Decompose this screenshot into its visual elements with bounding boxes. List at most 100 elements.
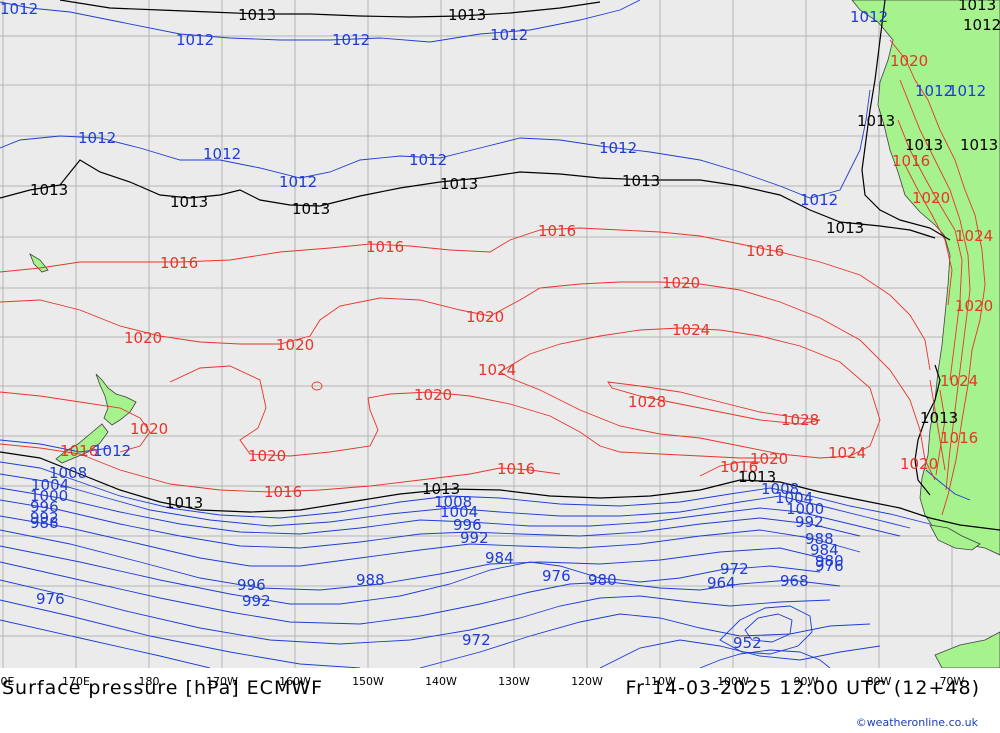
label-1020: 1020: [890, 52, 928, 70]
longitude-label: 140W: [425, 675, 457, 688]
longitude-label: 150W: [352, 675, 384, 688]
longitude-label: 60E: [0, 675, 15, 688]
label-996: 996: [453, 516, 482, 534]
isobar-1013-chile: [914, 364, 941, 496]
label-1020: 1020: [276, 336, 314, 354]
label-952: 952: [733, 634, 762, 652]
label-976: 976: [542, 567, 571, 585]
isobar-1020-loop: [169, 365, 780, 459]
label-1008: 1008: [761, 480, 799, 498]
isobar-1000: [0, 487, 901, 537]
isobar-1012-north-top: [0, 0, 641, 43]
longitude-label: 90W: [793, 675, 819, 688]
label-1013: 1013: [422, 480, 460, 498]
label-996: 996: [237, 576, 266, 594]
label-1012: 1012: [0, 0, 38, 18]
label-1012: 1012: [599, 139, 637, 157]
isobar-1013-south: [0, 451, 1000, 531]
label-992: 992: [795, 513, 824, 531]
isobar-1013-north-coast: [861, 0, 951, 241]
label-1000: 1000: [30, 487, 68, 505]
label-1012: 1012: [490, 26, 528, 44]
longitude-label: 120W: [571, 675, 603, 688]
label-1016: 1016: [160, 254, 198, 272]
label-1012: 1012: [78, 129, 116, 147]
label-1016: 1016: [497, 460, 535, 478]
label-1013: 1013: [170, 193, 208, 211]
label-992: 992: [242, 592, 271, 610]
label-1016: 1016: [892, 152, 930, 170]
longitude-label: 170W: [206, 675, 238, 688]
label-1016: 1016: [60, 442, 98, 460]
label-1024: 1024: [478, 361, 516, 379]
label-1008: 1008: [434, 493, 472, 511]
isobar-972: [0, 599, 361, 668]
label-996: 996: [30, 498, 59, 516]
isobars-high-pressure: [0, 227, 946, 493]
label-1024: 1024: [955, 227, 993, 245]
label-1004: 1004: [775, 489, 813, 507]
label-972: 972: [462, 631, 491, 649]
new-zealand-north-island: [95, 373, 137, 426]
label-1004: 1004: [31, 476, 69, 494]
label-1012: 1012: [279, 173, 317, 191]
label-968: 968: [780, 572, 809, 590]
isobar-988: [0, 529, 831, 591]
label-988: 988: [356, 571, 385, 589]
label-1016: 1016: [366, 238, 404, 256]
label-1012: 1012: [203, 145, 241, 163]
isobars-low-pressure: [0, 0, 971, 668]
isobar-1012-north: [0, 89, 871, 199]
isobar-980: [0, 561, 841, 625]
label-1013: 1013: [905, 136, 943, 154]
label-1012: 1012: [948, 82, 986, 100]
isobar-1028: [607, 381, 821, 425]
isobar-1016-chile: [929, 379, 946, 471]
credit-link[interactable]: ©weatheronline.co.uk: [855, 716, 978, 729]
antarctic-peninsula: [934, 631, 1000, 668]
isobar-labels-south: 1013 1013 1013 1013 1012 1008 1008 1008 …: [30, 409, 958, 652]
longitude-label: 80W: [866, 675, 892, 688]
label-1013: 1013: [920, 409, 958, 427]
label-1012: 1012: [850, 8, 888, 26]
longitude-label: 170E: [62, 675, 90, 688]
label-1012: 1012: [332, 31, 370, 49]
isobar-1020-west: [0, 281, 936, 481]
ocean-background: [0, 0, 1000, 668]
tierra-del-fuego: [929, 524, 981, 551]
label-1004: 1004: [440, 503, 478, 521]
label-1016: 1016: [720, 458, 758, 476]
label-1020: 1020: [124, 329, 162, 347]
isobar-labels-north: 1012 1012 1012 1012 1012 1012 1012 1012 …: [0, 0, 1000, 237]
longitude-label: 100W: [717, 675, 749, 688]
label-1000: 1000: [786, 500, 824, 518]
label-980: 980: [588, 571, 617, 589]
label-992: 992: [30, 509, 59, 527]
longitude-label: 160W: [279, 675, 311, 688]
label-1013: 1013: [440, 175, 478, 193]
isobar-952-low: [744, 613, 793, 643]
label-1013: 1013: [960, 136, 998, 154]
isobar-972-east: [419, 613, 871, 668]
label-984: 984: [485, 549, 514, 567]
isobar-984: [0, 545, 821, 605]
isobar-1016-east: [699, 461, 760, 477]
label-1013: 1013: [738, 468, 776, 486]
longitude-label: 130W: [498, 675, 530, 688]
isobar-1012-south: [0, 439, 111, 453]
label-1024: 1024: [672, 321, 710, 339]
label-1013: 1013: [238, 6, 276, 24]
isobar-labels-high: 1016 1016 1016 1016 1016 1016 1016 1016 …: [60, 52, 993, 501]
isobar-1016-north: [0, 227, 931, 371]
isobar-1024: [499, 327, 881, 459]
label-1008: 1008: [49, 464, 87, 482]
isobar-976: [0, 579, 831, 645]
isobar-1016-south: [0, 443, 561, 493]
new-zealand-south-island: [55, 423, 109, 464]
longitude-label: 180: [138, 675, 160, 688]
label-1013: 1013: [30, 181, 68, 199]
label-1013: 1013: [622, 172, 660, 190]
label-992: 992: [460, 529, 489, 547]
isobar-960-low: [699, 649, 831, 668]
longitude-label: 110W: [644, 675, 676, 688]
